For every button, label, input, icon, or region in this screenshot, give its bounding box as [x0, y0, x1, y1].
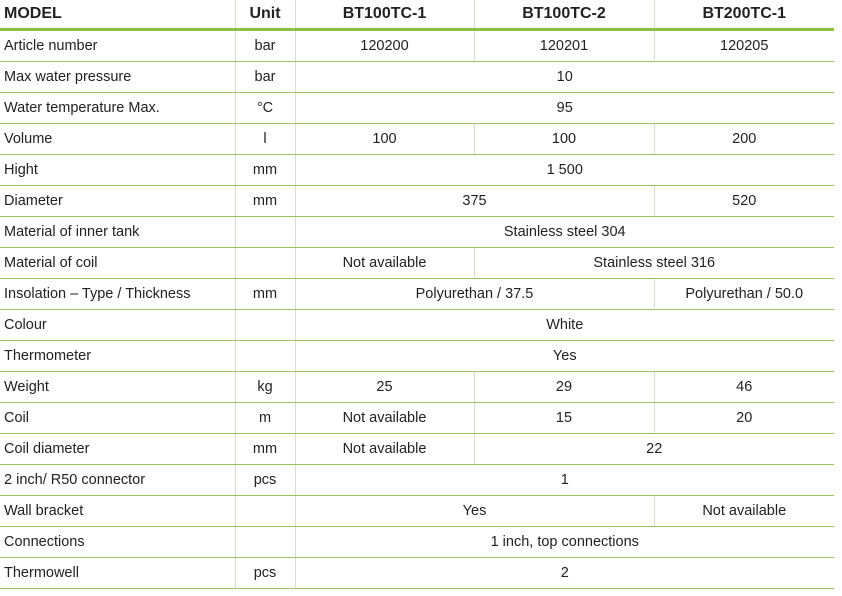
row-unit: l	[234, 123, 295, 155]
row-value: 95	[294, 92, 834, 124]
row-unit: mm	[234, 433, 295, 465]
row-unit: m	[234, 402, 295, 434]
table-row: Insolation – Type / Thickness mm Polyureth…	[0, 278, 834, 310]
row-unit: bar	[234, 29, 295, 62]
row-unit	[234, 526, 295, 558]
table-row: Article number bar 120200 120201 120205	[0, 29, 834, 62]
row-unit: pcs	[234, 557, 295, 589]
header-bt100tc-1: BT100TC-1	[294, 0, 474, 31]
row-value: White	[294, 309, 834, 341]
row-value: Not available	[653, 495, 834, 527]
row-value: 1 inch, top connections	[294, 526, 834, 558]
row-label: Insolation – Type / Thickness	[0, 278, 235, 310]
row-unit	[234, 309, 295, 341]
header-row: MODEL Unit BT100TC-1 BT100TC-2 BT200TC-1	[0, 0, 834, 31]
row-label: Max water pressure	[0, 61, 235, 93]
row-unit: °C	[234, 92, 295, 124]
row-value: 20	[653, 402, 834, 434]
row-label: Water temperature Max.	[0, 92, 235, 124]
row-label: Coil	[0, 402, 235, 434]
header-model: MODEL	[0, 0, 235, 31]
row-value: 120201	[473, 29, 654, 62]
row-unit	[234, 340, 295, 372]
row-value: Yes	[294, 340, 834, 372]
row-label: Coil diameter	[0, 433, 235, 465]
row-value: 25	[294, 371, 474, 403]
table-row: Coil diameter mm Not available 22	[0, 433, 834, 465]
header-unit: Unit	[234, 0, 295, 31]
row-value: Polyurethan / 37.5	[294, 278, 654, 310]
row-value: 22	[473, 433, 834, 465]
row-label: Thermometer	[0, 340, 235, 372]
table-row: Material of inner tank Stainless steel 30…	[0, 216, 834, 248]
row-value: 100	[473, 123, 654, 155]
row-label: Article number	[0, 29, 235, 62]
row-value: 29	[473, 371, 654, 403]
row-value: 200	[653, 123, 834, 155]
table-row: 2 inch/ R50 connector pcs 1	[0, 464, 834, 496]
row-label: 2 inch/ R50 connector	[0, 464, 235, 496]
row-value: 46	[653, 371, 834, 403]
row-label: Weight	[0, 371, 235, 403]
row-value: Stainless steel 304	[294, 216, 834, 248]
row-label: Colour	[0, 309, 235, 341]
table-row: Volume l 100 100 200	[0, 123, 834, 155]
row-value: 375	[294, 185, 654, 217]
row-unit: mm	[234, 278, 295, 310]
row-value: 2	[294, 557, 834, 589]
row-label: Connections	[0, 526, 235, 558]
row-unit	[234, 216, 295, 248]
row-label: Thermowell	[0, 557, 235, 589]
row-unit: mm	[234, 154, 295, 186]
row-unit: kg	[234, 371, 295, 403]
row-unit	[234, 247, 295, 279]
row-label: Wall bracket	[0, 495, 235, 527]
row-unit	[234, 495, 295, 527]
table-row: Thermowell pcs 2	[0, 557, 834, 589]
table-row: Thermometer Yes	[0, 340, 834, 372]
row-value: 520	[653, 185, 834, 217]
table-row: Diameter mm 375 520	[0, 185, 834, 217]
header-bt200tc-1: BT200TC-1	[653, 0, 834, 31]
row-label: Volume	[0, 123, 235, 155]
row-unit: bar	[234, 61, 295, 93]
row-value: 1	[294, 464, 834, 496]
row-label: Diameter	[0, 185, 235, 217]
row-value: 15	[473, 402, 654, 434]
row-value: Polyurethan / 50.0	[653, 278, 834, 310]
row-value: Not available	[294, 247, 474, 279]
table-row: Weight kg 25 29 46	[0, 371, 834, 403]
row-label: Material of coil	[0, 247, 235, 279]
row-value: Not available	[294, 402, 474, 434]
row-value: 10	[294, 61, 834, 93]
row-value: Yes	[294, 495, 654, 527]
table-row: Coil m Not available 15 20	[0, 402, 834, 434]
table-row: Hight mm 1 500	[0, 154, 834, 186]
table-row: Connections 1 inch, top connections	[0, 526, 834, 558]
table-row: Material of coil Not available Stainless s…	[0, 247, 834, 279]
row-value: Stainless steel 316	[473, 247, 834, 279]
table-row: Wall bracket Yes Not available	[0, 495, 834, 527]
row-value: Not available	[294, 433, 474, 465]
table-row: Max water pressure bar 10	[0, 61, 834, 93]
row-unit: pcs	[234, 464, 295, 496]
row-value: 1 500	[294, 154, 834, 186]
row-value: 100	[294, 123, 474, 155]
header-bt100tc-2: BT100TC-2	[473, 0, 654, 31]
row-value: 120205	[653, 29, 834, 62]
row-value: 120200	[294, 29, 474, 62]
row-unit: mm	[234, 185, 295, 217]
row-label: Hight	[0, 154, 235, 186]
row-label: Material of inner tank	[0, 216, 235, 248]
table-row: Water temperature Max. °C 95	[0, 92, 834, 124]
table-row: Colour White	[0, 309, 834, 341]
spec-table: MODEL Unit BT100TC-1 BT100TC-2 BT200TC-1…	[0, 0, 834, 589]
